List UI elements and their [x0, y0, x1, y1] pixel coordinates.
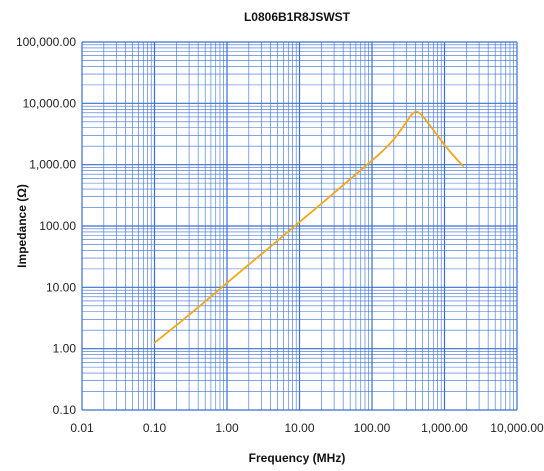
y-tick-label: 10.00 — [46, 280, 76, 294]
x-tick-label: 10,000.00 — [490, 421, 544, 435]
x-axis-label: Frequency (MHz) — [249, 451, 346, 465]
y-axis-label: Impedance (Ω) — [15, 184, 29, 268]
chart-title: L0806B1R8JSWST — [244, 10, 351, 24]
y-tick-label: 1,000.00 — [29, 158, 76, 172]
grid — [81, 41, 518, 411]
series-layer — [153, 110, 464, 344]
y-tick-label: 0.10 — [53, 403, 77, 417]
x-tick-label: 0.01 — [70, 421, 94, 435]
x-tick-label: 1,000.00 — [421, 421, 468, 435]
x-tick-label: 100.00 — [354, 421, 391, 435]
impedance-series-line — [153, 110, 464, 344]
x-tick-label: 10.00 — [284, 421, 314, 435]
tick-labels: 0.01 0.10 1.00 10.00 100.00 1,000.00 10,000.00… — [16, 35, 544, 435]
x-tick-label: 0.10 — [143, 421, 167, 435]
x-tick-label: 1.00 — [215, 421, 239, 435]
y-tick-label: 10,000.00 — [23, 96, 77, 110]
y-tick-label: 100.00 — [39, 219, 76, 233]
y-tick-label: 100,000.00 — [16, 35, 76, 49]
y-tick-label: 1.00 — [53, 342, 77, 356]
